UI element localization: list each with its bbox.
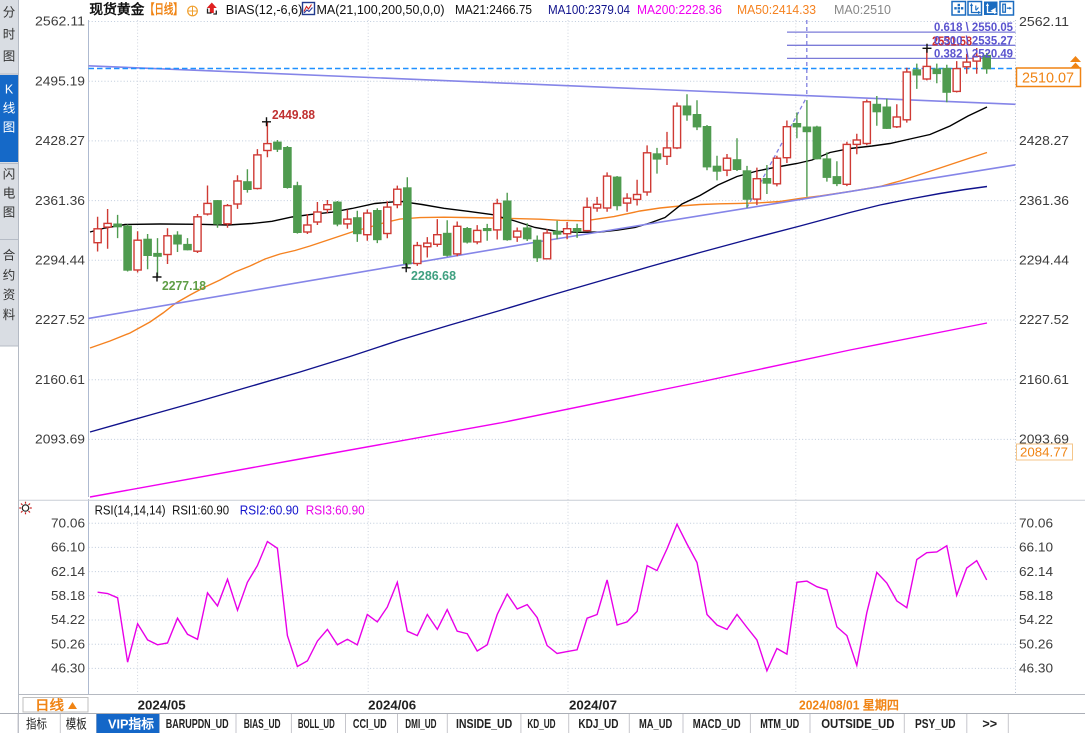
- svg-text:MA_UD: MA_UD: [639, 717, 672, 731]
- svg-text:VIP指标: VIP指标: [108, 717, 154, 732]
- svg-text:2531.58: 2531.58: [932, 35, 972, 49]
- svg-text:OUTSIDE_UD: OUTSIDE_UD: [821, 717, 894, 731]
- svg-text:MA0:2510: MA0:2510: [834, 2, 891, 17]
- svg-text:62.14: 62.14: [1019, 565, 1053, 579]
- svg-text:50.26: 50.26: [1019, 637, 1053, 651]
- svg-text:资: 资: [3, 288, 16, 302]
- svg-text:K: K: [5, 83, 14, 97]
- svg-text:图: 图: [3, 206, 16, 220]
- svg-text:>>: >>: [982, 717, 997, 731]
- svg-text:62.14: 62.14: [51, 565, 85, 579]
- svg-text:MA200:2228.36: MA200:2228.36: [637, 2, 722, 17]
- svg-text:2361.36: 2361.36: [35, 194, 85, 208]
- svg-text:2428.27: 2428.27: [35, 134, 85, 148]
- svg-text:DMI_UD: DMI_UD: [405, 717, 436, 731]
- svg-text:MA100:2379.04: MA100:2379.04: [548, 2, 630, 17]
- svg-text:KD_UD: KD_UD: [527, 717, 555, 731]
- svg-text:54.22: 54.22: [51, 613, 85, 627]
- svg-text:0.382 \ 2520.49: 0.382 \ 2520.49: [934, 46, 1013, 60]
- svg-text:2562.11: 2562.11: [1019, 15, 1069, 29]
- svg-text:图: 图: [3, 50, 16, 64]
- svg-text:分: 分: [3, 6, 16, 20]
- svg-text:图: 图: [3, 121, 16, 135]
- svg-text:58.18: 58.18: [51, 589, 85, 603]
- svg-text:RSI3:60.90: RSI3:60.90: [306, 503, 365, 518]
- svg-text:2428.27: 2428.27: [1019, 134, 1069, 148]
- svg-text:46.30: 46.30: [51, 662, 85, 676]
- svg-text:CCI_UD: CCI_UD: [353, 717, 387, 731]
- svg-text:料: 料: [3, 308, 16, 322]
- svg-text:2093.69: 2093.69: [35, 433, 85, 447]
- svg-text:2227.52: 2227.52: [35, 313, 85, 327]
- svg-text:66.10: 66.10: [51, 541, 85, 555]
- svg-text:2361.36: 2361.36: [1019, 194, 1069, 208]
- svg-text:2024/07: 2024/07: [569, 699, 617, 713]
- svg-text:2024/08/01 星期四: 2024/08/01 星期四: [799, 698, 899, 713]
- svg-text:2510.07: 2510.07: [1022, 71, 1074, 87]
- svg-text:2093.69: 2093.69: [1019, 433, 1069, 447]
- svg-text:70.06: 70.06: [51, 516, 85, 530]
- svg-text:2294.44: 2294.44: [1019, 254, 1069, 268]
- svg-text:MA21:2466.75: MA21:2466.75: [455, 2, 532, 17]
- svg-text:日线: 日线: [35, 697, 65, 713]
- svg-text:50.26: 50.26: [51, 637, 85, 651]
- svg-text:2286.68: 2286.68: [411, 268, 456, 283]
- svg-text:线: 线: [3, 102, 16, 116]
- svg-text:2160.61: 2160.61: [1019, 373, 1069, 387]
- svg-text:电: 电: [3, 187, 16, 201]
- svg-text:MA(21,100,200,50,0,0): MA(21,100,200,50,0,0): [317, 2, 445, 17]
- svg-text:2495.19: 2495.19: [35, 74, 85, 88]
- svg-text:BIAS_UD: BIAS_UD: [244, 717, 281, 731]
- svg-text:2084.77: 2084.77: [1020, 446, 1068, 460]
- svg-text:66.10: 66.10: [1019, 541, 1053, 555]
- svg-text:BARUPDN_UD: BARUPDN_UD: [166, 717, 229, 731]
- svg-text:合: 合: [3, 248, 16, 263]
- svg-text:2277.18: 2277.18: [162, 278, 206, 293]
- svg-text:【日线】: 【日线】: [145, 1, 183, 17]
- svg-text:2024/06: 2024/06: [368, 699, 416, 713]
- svg-text:46.30: 46.30: [1019, 662, 1053, 676]
- svg-text:2160.61: 2160.61: [35, 373, 85, 387]
- svg-text:KDJ_UD: KDJ_UD: [578, 717, 618, 731]
- svg-text:时: 时: [3, 28, 16, 42]
- svg-text:MACD_UD: MACD_UD: [693, 717, 741, 731]
- svg-text:约: 约: [3, 268, 16, 283]
- svg-text:2227.52: 2227.52: [1019, 313, 1069, 327]
- svg-text:0.618 \ 2550.05: 0.618 \ 2550.05: [934, 20, 1013, 34]
- svg-text:RSI2:60.90: RSI2:60.90: [240, 503, 299, 518]
- svg-text:58.18: 58.18: [1019, 589, 1053, 603]
- svg-text:MA50:2414.33: MA50:2414.33: [737, 2, 816, 17]
- svg-text:54.22: 54.22: [1019, 613, 1053, 627]
- svg-text:指标: 指标: [26, 717, 47, 732]
- svg-text:模板: 模板: [66, 717, 87, 732]
- svg-text:0.500 \ 2535.27: 0.500 \ 2535.27: [934, 33, 1013, 47]
- svg-text:2294.44: 2294.44: [35, 254, 85, 268]
- svg-text:2024/05: 2024/05: [138, 699, 186, 713]
- svg-text:2562.11: 2562.11: [35, 15, 85, 29]
- svg-text:MTM_UD: MTM_UD: [760, 717, 799, 731]
- svg-text:70.06: 70.06: [1019, 516, 1053, 530]
- svg-text:2449.88: 2449.88: [272, 107, 315, 122]
- svg-text:INSIDE_UD: INSIDE_UD: [456, 717, 512, 731]
- svg-text:BIAS(12,-6,6): BIAS(12,-6,6): [226, 2, 302, 17]
- svg-text:闪: 闪: [3, 168, 16, 182]
- svg-text:RSI1:60.90: RSI1:60.90: [172, 503, 229, 518]
- svg-text:RSI(14,14,14): RSI(14,14,14): [95, 503, 166, 518]
- svg-text:PSY_UD: PSY_UD: [915, 717, 956, 731]
- svg-text:现货黄金: 现货黄金: [89, 1, 145, 17]
- svg-text:BOLL_UD: BOLL_UD: [298, 717, 335, 731]
